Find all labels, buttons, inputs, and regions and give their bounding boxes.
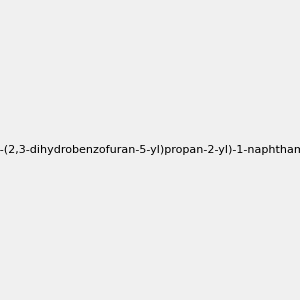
Text: N-(1-(2,3-dihydrobenzofuran-5-yl)propan-2-yl)-1-naphthamide: N-(1-(2,3-dihydrobenzofuran-5-yl)propan-… xyxy=(0,145,300,155)
